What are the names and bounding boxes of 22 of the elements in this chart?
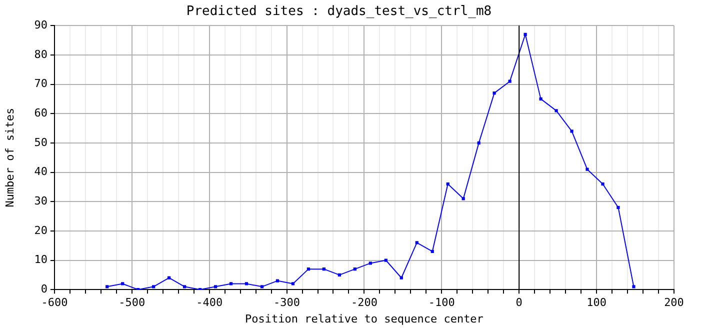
y-tick-label: 20: [34, 224, 48, 237]
x-tick-label: 100: [586, 296, 606, 310]
y-tick-label: 0: [40, 282, 48, 296]
y-tick-label: 10: [34, 253, 48, 266]
chart-title: Predicted sites : dyads_test_vs_ctrl_m8: [186, 4, 492, 20]
x-tick-label: -200: [350, 296, 378, 310]
y-axis-title: Number of sites: [3, 108, 16, 208]
x-tick-label: -600: [41, 296, 68, 310]
y-tick-label: 30: [34, 194, 48, 208]
x-axis-title: Position relative to sequence center: [245, 312, 484, 326]
x-tick-label: -100: [428, 296, 455, 310]
y-tick-label: 50: [34, 136, 48, 149]
y-tick-label: 90: [34, 18, 48, 32]
x-tick-label: -500: [118, 296, 146, 310]
y-tick-label: 70: [34, 77, 48, 90]
x-tick-label: -300: [274, 296, 300, 310]
y-tick-label: 80: [34, 48, 48, 61]
x-tick-label: 0: [516, 296, 522, 310]
x-tick-label: 200: [664, 296, 684, 310]
x-tick-label: -400: [196, 296, 223, 310]
y-tick-label: 60: [34, 106, 48, 120]
y-tick-label: 40: [34, 165, 48, 178]
